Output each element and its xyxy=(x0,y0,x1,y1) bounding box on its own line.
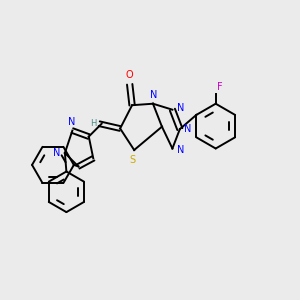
Text: N: N xyxy=(68,117,75,127)
Text: N: N xyxy=(177,103,184,113)
Text: H: H xyxy=(90,118,96,127)
Text: N: N xyxy=(53,148,60,158)
Text: S: S xyxy=(130,155,136,165)
Text: N: N xyxy=(150,90,157,100)
Text: N: N xyxy=(177,145,184,155)
Text: O: O xyxy=(126,70,134,80)
Text: N: N xyxy=(184,124,192,134)
Text: F: F xyxy=(217,82,223,92)
